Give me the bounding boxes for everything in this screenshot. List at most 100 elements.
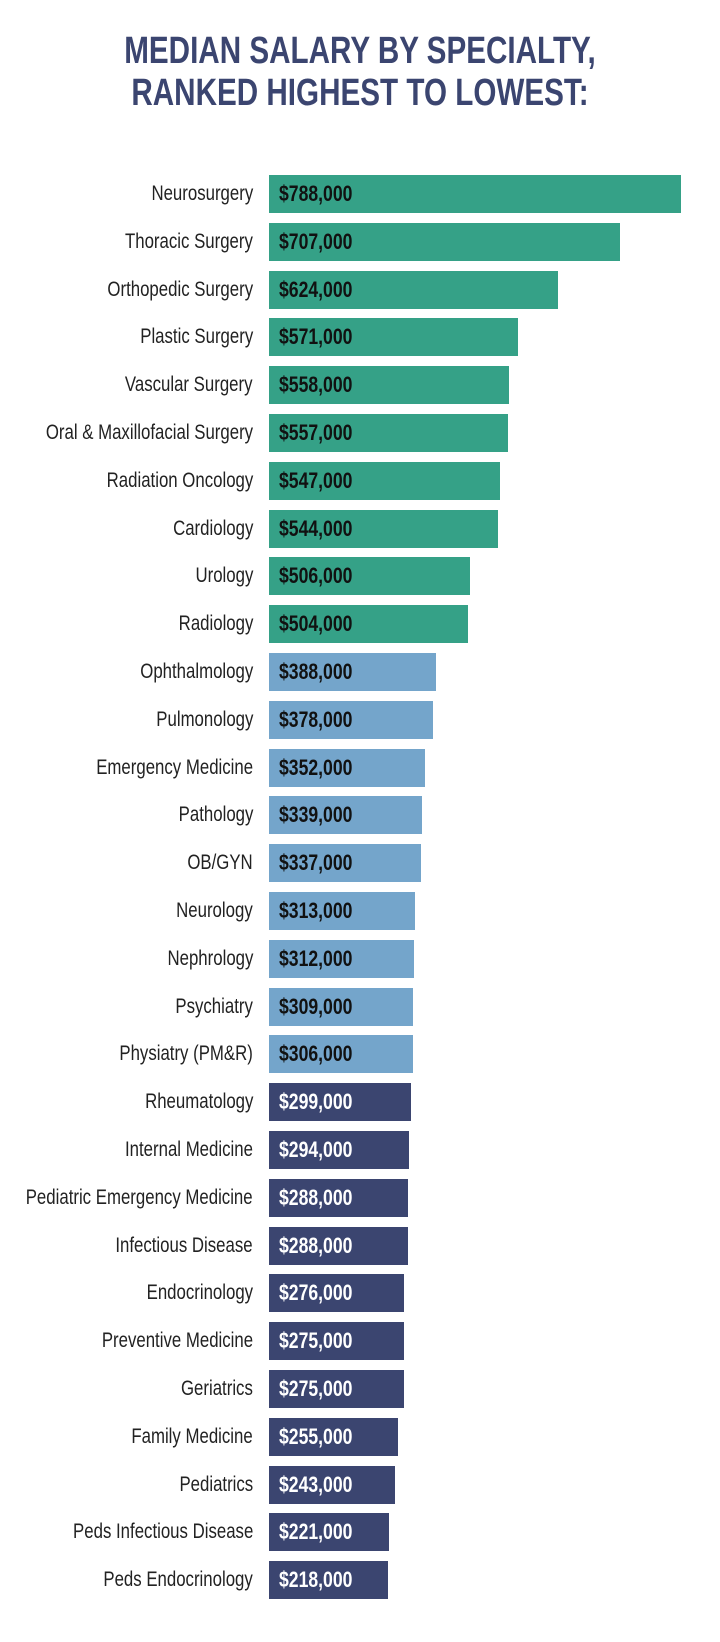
value-label: $299,000 (279, 1089, 353, 1115)
category-label: Peds Endocrinology (103, 1568, 253, 1592)
bar-row: Radiology $504,000 (0, 604, 720, 644)
bar-row: Emergency Medicine $352,000 (0, 748, 720, 788)
category-label: Geriatrics (181, 1377, 253, 1400)
value-label: $243,000 (279, 1471, 353, 1497)
bar: $218,000 (269, 1561, 388, 1600)
category-label: Neurology (176, 899, 253, 922)
bar-row: Internal Medicine $294,000 (0, 1130, 720, 1170)
category-label: Emergency Medicine (96, 755, 253, 779)
bar: $557,000 (269, 414, 508, 452)
category-label: OB/GYN (187, 851, 253, 875)
value-label: $388,000 (279, 659, 353, 684)
bar-row: Pulmonology $378,000 (0, 700, 720, 740)
bar-row: Plastic Surgery $571,000 (0, 317, 720, 357)
bar: $506,000 (269, 557, 470, 596)
bar: $337,000 (269, 844, 422, 883)
bar: $312,000 (269, 939, 415, 978)
value-label: $309,000 (279, 993, 353, 1019)
bar-row: Peds Endocrinology $218,000 (0, 1560, 720, 1600)
category-label: Peds Infectious Disease (72, 1520, 253, 1544)
bar: $255,000 (269, 1417, 399, 1456)
category-label: Neurosurgery (151, 182, 253, 205)
bar-row: Endocrinology $276,000 (0, 1273, 720, 1313)
value-label: $294,000 (279, 1137, 353, 1162)
bar-row: Preventive Medicine $275,000 (0, 1321, 720, 1361)
bar: $288,000 (269, 1226, 408, 1265)
bar: $707,000 (269, 222, 621, 261)
value-label: $557,000 (279, 420, 353, 445)
bar-row: Infectious Disease $288,000 (0, 1226, 720, 1266)
bar: $339,000 (269, 796, 422, 835)
value-label: $312,000 (279, 945, 353, 971)
category-label: Infectious Disease (115, 1233, 253, 1257)
bar: $288,000 (269, 1178, 408, 1217)
value-label: $544,000 (279, 515, 353, 541)
bar: $221,000 (269, 1513, 389, 1552)
bar-row: Physiatry (PM&R) $306,000 (0, 1034, 720, 1074)
bar-row: Neurology $313,000 (0, 891, 720, 931)
bar: $352,000 (269, 748, 426, 787)
bar: $388,000 (269, 653, 436, 691)
bar: $299,000 (269, 1083, 411, 1122)
bar-row: Thoracic Surgery $707,000 (0, 222, 720, 262)
bar-row: Geriatrics $275,000 (0, 1369, 720, 1409)
bar: $294,000 (269, 1131, 410, 1169)
value-label: $275,000 (279, 1328, 353, 1354)
value-label: $571,000 (279, 324, 353, 350)
bar: $504,000 (269, 605, 468, 644)
bar-row: Vascular Surgery $558,000 (0, 365, 720, 405)
bar-row: Orthopedic Surgery $624,000 (0, 270, 720, 310)
value-label: $288,000 (279, 1184, 353, 1210)
value-label: $275,000 (279, 1376, 353, 1401)
bar-row: Ophthalmology $388,000 (0, 652, 720, 692)
category-label: Family Medicine (131, 1424, 253, 1448)
category-label: Pulmonology (155, 707, 253, 731)
value-label: $255,000 (279, 1423, 353, 1449)
value-label: $624,000 (279, 276, 353, 302)
category-label: Rheumatology (144, 1090, 253, 1114)
category-label: Oral & Maxillofacial Surgery (45, 421, 253, 444)
value-label: $506,000 (279, 563, 353, 589)
value-label: $707,000 (279, 228, 353, 254)
bar: $275,000 (269, 1322, 404, 1361)
bar: $788,000 (269, 175, 681, 213)
category-label: Physiatry (PM&R) (119, 1042, 253, 1066)
bar: $276,000 (269, 1274, 405, 1313)
category-label: Preventive Medicine (101, 1329, 253, 1353)
bar-row: Psychiatry $309,000 (0, 987, 720, 1027)
value-label: $313,000 (279, 898, 353, 923)
value-label: $276,000 (279, 1280, 353, 1306)
value-label: $306,000 (279, 1041, 353, 1067)
bar-row: Peds Infectious Disease $221,000 (0, 1512, 720, 1552)
bar: $624,000 (269, 270, 558, 309)
bar: $544,000 (269, 509, 498, 548)
category-label: Radiation Oncology (106, 468, 253, 492)
bar-row: Oral & Maxillofacial Surgery $557,000 (0, 413, 720, 453)
bar-row: Neurosurgery $788,000 (0, 174, 720, 214)
bar: $275,000 (269, 1370, 404, 1408)
value-label: $378,000 (279, 706, 353, 732)
category-label: Internal Medicine (125, 1138, 253, 1161)
value-label: $218,000 (279, 1567, 353, 1593)
category-label: Ophthalmology (140, 660, 253, 683)
chart-title: MEDIAN SALARY BY SPECIALTY, RANKED HIGHE… (0, 30, 720, 114)
bar: $306,000 (269, 1035, 413, 1074)
category-label: Psychiatry (175, 994, 253, 1018)
category-label: Endocrinology (146, 1281, 253, 1305)
category-label: Orthopedic Surgery (107, 277, 253, 301)
value-label: $339,000 (279, 802, 353, 828)
category-label: Urology (195, 564, 253, 588)
category-label: Pathology (178, 803, 253, 827)
bar: $313,000 (269, 892, 415, 930)
bar: $243,000 (269, 1465, 395, 1504)
chart-title-line-1: MEDIAN SALARY BY SPECIALTY, (124, 30, 596, 72)
category-label: Thoracic Surgery (125, 229, 253, 253)
bar-row: Pathology $339,000 (0, 795, 720, 835)
bar: $547,000 (269, 461, 501, 500)
category-label: Vascular Surgery (125, 373, 253, 397)
category-label: Radiology (178, 612, 253, 636)
bar: $558,000 (269, 366, 509, 405)
category-label: Plastic Surgery (140, 325, 253, 349)
bar: $309,000 (269, 987, 414, 1026)
